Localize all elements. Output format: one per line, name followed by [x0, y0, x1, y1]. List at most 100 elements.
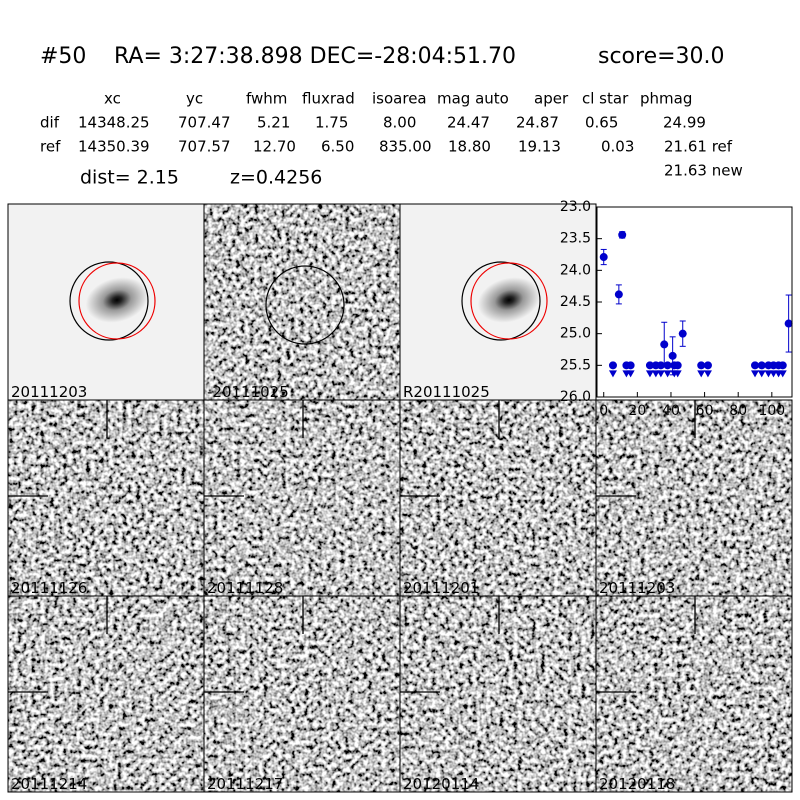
x-tick-label: 60 [696, 403, 714, 419]
y-tick-label: 25.5 [560, 357, 591, 373]
panel-label: 20111128 [207, 579, 283, 597]
panel-label: 20111217 [207, 775, 283, 793]
galaxy [477, 277, 541, 323]
table-cell: 14348.25 [78, 114, 150, 132]
panel-label: R20111025 [403, 383, 490, 401]
aperture-new [470, 262, 548, 340]
candidate-id: #50 [40, 44, 86, 69]
upper-limit-arrow [778, 370, 787, 378]
upper-limit-arrow [608, 370, 617, 378]
data-point [656, 361, 665, 370]
noise-image [204, 596, 400, 792]
data-point [757, 361, 766, 370]
data-point [599, 253, 608, 262]
y-tick-label: 26.0 [560, 389, 591, 405]
table-cell: 0.65 [585, 114, 618, 132]
x-tick-label: 20 [628, 403, 646, 419]
upper-limit-arrow [663, 370, 672, 378]
data-point [751, 361, 760, 370]
panel-label: 20120118 [599, 775, 675, 793]
upper-limit-arrow [697, 370, 706, 378]
dist: dist= 2.15 [80, 167, 179, 189]
data-point [608, 361, 617, 370]
data-point [614, 290, 623, 299]
data-point [626, 361, 635, 370]
table-cell: 24.99 [663, 114, 706, 132]
panel-frame [595, 595, 793, 793]
data-point [618, 230, 627, 239]
noise-image [8, 400, 204, 596]
column-header: isoarea [372, 90, 427, 108]
table-cell: 24.47 [447, 114, 490, 132]
noise-image [596, 400, 792, 596]
table-cell: 24.87 [516, 114, 559, 132]
data-point [778, 361, 787, 370]
upper-limit-arrow [651, 370, 660, 378]
column-header: cl star [582, 90, 629, 108]
panel-label: -20111025 [207, 383, 289, 401]
table-cell: 0.03 [601, 138, 634, 156]
column-header: aper [534, 90, 569, 108]
table-cell: 5.21 [257, 114, 290, 132]
noise-image [400, 596, 596, 792]
table-cell: 21.61 ref [664, 138, 733, 156]
column-header: fluxrad [302, 90, 355, 108]
column-header: fwhm [246, 90, 287, 108]
upper-limit-arrow [703, 370, 712, 378]
data-point [645, 361, 654, 370]
panel-label: 20111201 [403, 579, 479, 597]
column-header: xc [104, 90, 121, 108]
table-cell: 707.57 [178, 138, 231, 156]
noise-image [596, 596, 792, 792]
noise-image [204, 400, 400, 596]
y-tick-label: 24.5 [560, 294, 591, 310]
panel-label: 20111203 [11, 383, 87, 401]
table-cell: ref [40, 138, 61, 156]
y-tick-label: 23.0 [560, 199, 591, 215]
panels: 20111203 -20111025 R20111025 20111126 201111… [7, 203, 793, 793]
table-cell: 8.00 [383, 114, 416, 132]
aperture [265, 265, 345, 345]
table-cell: 14350.39 [78, 138, 150, 156]
data-point [697, 361, 706, 370]
panel-label: 20111126 [11, 579, 87, 597]
y-tick-label: 25.0 [560, 326, 591, 342]
plot-frame [596, 206, 793, 398]
aperture-ref [461, 261, 541, 341]
aperture-ref [69, 261, 149, 341]
table-cell: 18.80 [448, 138, 491, 156]
redshift: z=0.4256 [230, 167, 322, 189]
upper-limit-arrow [673, 370, 682, 378]
upper-limit-arrow [626, 370, 635, 378]
upper-limit-arrow [757, 370, 766, 378]
table-cell: 19.13 [518, 138, 561, 156]
table-cell: dif [40, 114, 60, 132]
data-point [673, 361, 682, 370]
table-cell: 6.50 [321, 138, 354, 156]
panel-label: 20111203 [599, 579, 675, 597]
upper-limit-arrow [656, 370, 665, 378]
y-tick-label: 24.0 [560, 262, 591, 278]
data-point [668, 351, 677, 360]
coordinates: RA= 3:27:38.898 DEC=-28:04:51.70 [114, 44, 516, 69]
table-cell: 1.75 [315, 114, 348, 132]
data-point [663, 361, 672, 370]
column-header: mag auto [437, 90, 509, 108]
data-point [678, 329, 687, 338]
x-tick-label: 40 [662, 403, 680, 419]
column-header: yc [186, 90, 203, 108]
new-mag: 21.63 new [664, 162, 743, 180]
x-tick-label: 80 [729, 403, 747, 419]
table-cell: 835.00 [379, 138, 432, 156]
panel-label: 20111214 [11, 775, 87, 793]
column-header: phmag [640, 90, 692, 108]
table-cell: 707.47 [178, 114, 231, 132]
upper-limit-arrow [769, 370, 778, 378]
data-point [660, 340, 669, 349]
data-point [784, 319, 793, 328]
x-tick-label: 0 [599, 403, 608, 419]
panel-label: 20120114 [403, 775, 479, 793]
noise-image [8, 596, 204, 792]
